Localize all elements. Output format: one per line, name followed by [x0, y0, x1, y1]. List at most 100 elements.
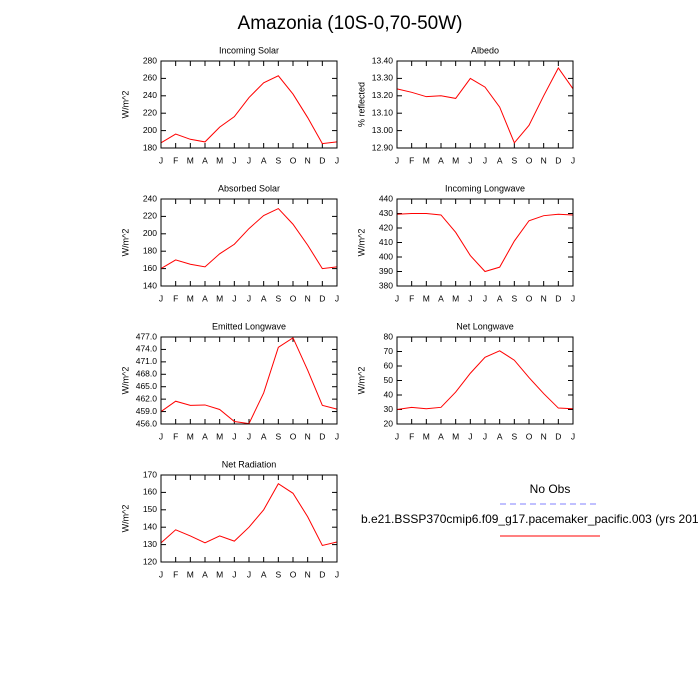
- x-tick-label: F: [173, 431, 178, 441]
- x-tick-label: S: [275, 293, 281, 303]
- x-tick-label: J: [571, 431, 575, 441]
- y-tick-label: 150: [143, 504, 157, 514]
- y-tick-label: 477.0: [136, 331, 158, 341]
- y-tick-label: 471.0: [136, 356, 158, 366]
- x-tick-label: J: [232, 293, 236, 303]
- x-tick-label: M: [187, 569, 194, 579]
- x-tick-label: O: [290, 293, 297, 303]
- x-tick-label: A: [497, 293, 503, 303]
- legend-label: b.e21.BSSP370cmip6.f09_g17.pacemaker_pac…: [361, 512, 699, 526]
- y-tick-label: 430: [379, 208, 393, 218]
- y-axis-label: W/m^2: [120, 505, 130, 533]
- y-tick-label: 50: [384, 375, 394, 385]
- panel-title: Emitted Longwave: [212, 321, 286, 331]
- y-tick-label: 260: [143, 73, 157, 83]
- x-tick-label: A: [202, 431, 208, 441]
- y-tick-label: 40: [384, 389, 394, 399]
- y-axis-label: % reflected: [356, 82, 366, 127]
- panel-title: Albedo: [471, 45, 499, 55]
- data-line: [160, 75, 338, 145]
- x-tick-label: D: [319, 293, 325, 303]
- y-tick-label: 13.40: [372, 55, 394, 65]
- y-tick-label: 240: [143, 193, 157, 203]
- x-tick-label: O: [526, 293, 533, 303]
- y-tick-label: 13.30: [372, 73, 394, 83]
- x-tick-label: J: [232, 155, 236, 165]
- data-line: [160, 482, 338, 547]
- x-tick-label: S: [275, 569, 281, 579]
- y-tick-label: 80: [384, 331, 394, 341]
- x-tick-label: N: [305, 569, 311, 579]
- x-tick-label: A: [202, 155, 208, 165]
- y-tick-label: 474.0: [136, 344, 158, 354]
- y-tick-label: 410: [379, 237, 393, 247]
- x-tick-label: F: [173, 155, 178, 165]
- y-tick-label: 220: [143, 211, 157, 221]
- x-tick-label: F: [409, 293, 414, 303]
- data-line: [396, 67, 574, 144]
- figure-title: Amazonia (10S-0,70-50W): [238, 13, 463, 34]
- x-tick-label: N: [541, 155, 547, 165]
- x-tick-label: J: [159, 293, 163, 303]
- x-tick-label: M: [452, 293, 459, 303]
- x-tick-label: D: [319, 569, 325, 579]
- x-tick-label: F: [409, 155, 414, 165]
- x-tick-label: N: [541, 293, 547, 303]
- x-tick-label: J: [159, 431, 163, 441]
- x-tick-label: M: [216, 155, 223, 165]
- x-tick-label: J: [335, 569, 339, 579]
- y-tick-label: 390: [379, 266, 393, 276]
- x-tick-label: J: [395, 431, 399, 441]
- y-tick-label: 140: [143, 280, 157, 290]
- x-tick-label: A: [438, 431, 444, 441]
- y-tick-label: 13.00: [372, 125, 394, 135]
- plot-frame: [160, 336, 338, 425]
- y-axis-label: W/m^2: [120, 91, 130, 119]
- y-tick-label: 468.0: [136, 369, 158, 379]
- x-tick-label: J: [247, 293, 251, 303]
- x-tick-label: J: [247, 155, 251, 165]
- x-tick-label: O: [290, 155, 297, 165]
- x-tick-label: J: [159, 155, 163, 165]
- x-tick-label: M: [452, 155, 459, 165]
- data-line: [396, 350, 574, 410]
- x-tick-label: J: [483, 431, 487, 441]
- x-tick-label: O: [526, 431, 533, 441]
- panel-title: Net Longwave: [456, 321, 514, 331]
- x-tick-label: J: [395, 293, 399, 303]
- x-tick-label: D: [555, 155, 561, 165]
- x-tick-label: O: [290, 569, 297, 579]
- x-tick-label: N: [305, 155, 311, 165]
- plot-frame: [160, 474, 338, 563]
- x-tick-label: J: [335, 431, 339, 441]
- plot-frame: [160, 60, 338, 149]
- y-tick-label: 30: [384, 404, 394, 414]
- x-tick-label: A: [438, 293, 444, 303]
- x-tick-label: J: [483, 293, 487, 303]
- y-tick-label: 20: [384, 418, 394, 428]
- x-tick-label: S: [511, 155, 517, 165]
- data-line: [396, 213, 574, 273]
- y-tick-label: 180: [143, 142, 157, 152]
- x-tick-label: J: [247, 569, 251, 579]
- x-tick-label: S: [511, 431, 517, 441]
- y-tick-label: 220: [143, 107, 157, 117]
- plot-frame: [396, 198, 574, 287]
- y-tick-label: 200: [143, 125, 157, 135]
- y-axis-label: W/m^2: [356, 367, 366, 395]
- x-tick-label: D: [555, 293, 561, 303]
- y-tick-label: 280: [143, 55, 157, 65]
- legend-label: No Obs: [530, 482, 571, 496]
- x-tick-label: M: [216, 293, 223, 303]
- y-tick-label: 180: [143, 245, 157, 255]
- x-tick-label: M: [216, 431, 223, 441]
- x-tick-label: O: [526, 155, 533, 165]
- x-tick-label: J: [571, 293, 575, 303]
- y-tick-label: 459.0: [136, 406, 158, 416]
- x-tick-label: J: [335, 293, 339, 303]
- y-tick-label: 140: [143, 521, 157, 531]
- plot-frame: [396, 336, 574, 425]
- x-tick-label: J: [232, 431, 236, 441]
- y-tick-label: 60: [384, 360, 394, 370]
